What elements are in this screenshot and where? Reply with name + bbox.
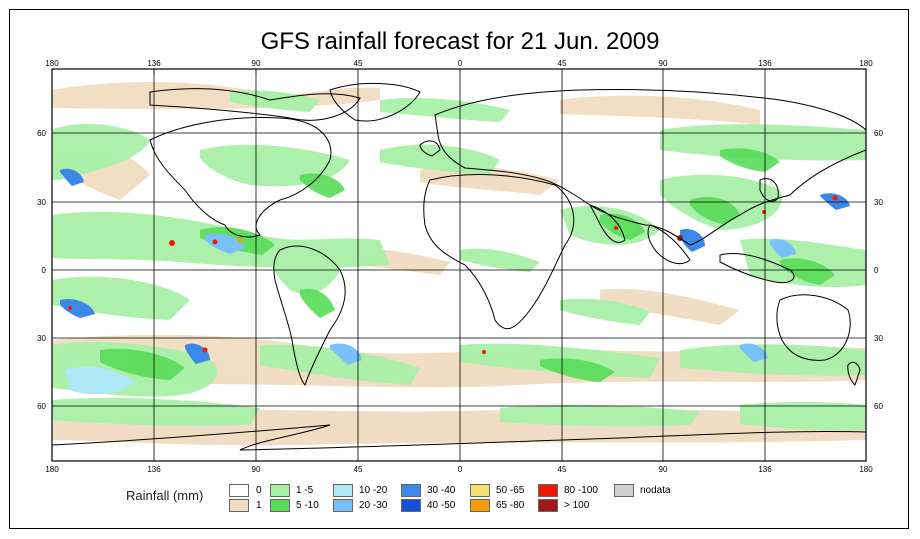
legend-swatch-3 — [270, 499, 290, 512]
map-title: GFS rainfall forecast for 21 Jun. 2009 — [260, 28, 660, 55]
lon-tick-bottom-4: 45 — [354, 465, 363, 474]
legend-swatch-1 — [229, 499, 249, 512]
lat-tick-left-3: 0 — [42, 266, 47, 275]
lon-labels-bottom: 180 136 90 45 0 45 90 136 180 — [45, 465, 873, 474]
lon-tick-top-2: 136 — [147, 59, 161, 68]
legend-label-7: 40 -50 — [427, 500, 456, 511]
legend-swatch-11 — [538, 499, 558, 512]
lon-tick-bottom-8: 136 — [758, 465, 772, 474]
lat-tick-right-1: 60 — [874, 129, 883, 138]
lat-tick-left-2: 30 — [37, 198, 46, 207]
legend-label-8: 50 -65 — [496, 485, 525, 496]
lon-tick-bottom-3: 90 — [252, 465, 261, 474]
legend-label-3: 5 -10 — [296, 500, 319, 511]
lat-tick-left-5: 60 — [37, 402, 46, 411]
lon-tick-bottom-6: 45 — [558, 465, 567, 474]
lon-tick-top-5: 0 — [458, 59, 463, 68]
lon-tick-bottom-9: 180 — [859, 465, 873, 474]
legend-label-2: 1 -5 — [296, 485, 314, 496]
legend-label-9: 65 -80 — [496, 500, 525, 511]
legend-swatch-9 — [470, 499, 490, 512]
lon-tick-bottom-1: 180 — [45, 465, 59, 474]
tick-marks — [51, 69, 867, 461]
lon-tick-top-3: 90 — [252, 59, 261, 68]
legend-swatch-4 — [333, 484, 353, 497]
map-border — [51, 68, 867, 462]
lon-tick-bottom-2: 136 — [147, 465, 161, 474]
lon-tick-top-9: 180 — [859, 59, 873, 68]
legend-swatch-10 — [538, 484, 558, 497]
lon-tick-bottom-5: 0 — [458, 465, 463, 474]
legend-swatch-6 — [401, 484, 421, 497]
lat-labels-right: 60 30 0 30 60 — [874, 129, 883, 411]
legend-label-4: 10 -20 — [359, 485, 388, 496]
legend-swatch-2 — [270, 484, 290, 497]
lon-tick-bottom-7: 90 — [659, 465, 668, 474]
lon-tick-top-1: 180 — [45, 59, 59, 68]
rain-blue-layer — [60, 168, 850, 395]
legend-label-12: nodata — [640, 485, 671, 496]
legend-swatch-8 — [470, 484, 490, 497]
legend-label-5: 20 -30 — [359, 500, 388, 511]
legend-title: Rainfall (mm) — [126, 488, 204, 503]
legend-label-0: 0 — [256, 485, 262, 496]
lat-tick-right-2: 30 — [874, 198, 883, 207]
legend-swatch-0 — [229, 484, 249, 497]
lon-tick-top-7: 90 — [659, 59, 668, 68]
lat-labels-left: 60 30 0 30 60 — [37, 129, 46, 411]
lat-tick-right-4: 30 — [874, 334, 883, 343]
lat-tick-right-5: 60 — [874, 402, 883, 411]
legend-swatch-7 — [401, 499, 421, 512]
legend-label-11: > 100 — [564, 500, 590, 511]
continent-outlines — [51, 83, 867, 451]
legend-label-1: 1 — [256, 500, 262, 511]
lat-tick-right-3: 0 — [874, 266, 879, 275]
graticule-grid — [52, 69, 866, 461]
legend-label-10: 80 -100 — [564, 485, 598, 496]
legend-label-6: 30 -40 — [427, 485, 456, 496]
lon-tick-top-6: 45 — [558, 59, 567, 68]
lat-tick-left-4: 30 — [37, 334, 46, 343]
lon-labels-top: 180 136 90 45 0 45 90 136 180 — [45, 59, 873, 68]
lon-tick-top-4: 45 — [354, 59, 363, 68]
legend-swatch-5 — [333, 499, 353, 512]
lon-tick-top-8: 136 — [758, 59, 772, 68]
legend-swatch-12 — [614, 484, 634, 497]
lat-tick-left-1: 60 — [37, 129, 46, 138]
